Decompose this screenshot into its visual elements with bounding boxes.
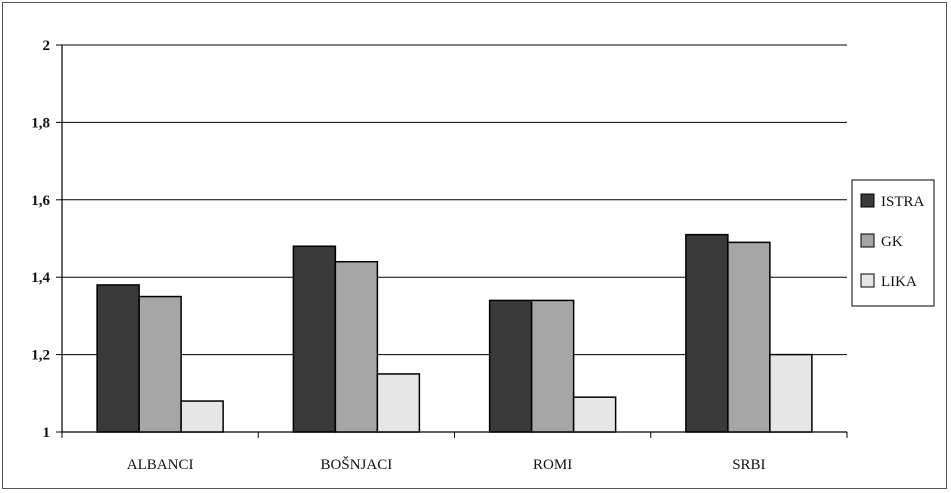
y-tick-label: 1,2	[31, 348, 50, 364]
legend-label-istra: ISTRA	[881, 194, 925, 210]
bar-lika-0	[180, 400, 224, 433]
legend-swatch-istra	[860, 193, 875, 208]
y-tick-label: 1,6	[31, 193, 50, 209]
bar-gk-2	[530, 299, 575, 433]
bar-gk-1	[334, 260, 379, 433]
bar-lika-3	[769, 353, 813, 433]
legend-label-lika: LIKA	[881, 274, 917, 290]
bar-istra-3	[685, 233, 729, 433]
x-tick-label: BOŠNJACI	[321, 456, 393, 473]
y-tick-label: 1,4	[31, 270, 50, 286]
y-tick-label: 1	[43, 425, 51, 441]
bar-gk-3	[727, 241, 771, 433]
bar-lika-1	[376, 373, 421, 433]
bar-lika-2	[572, 396, 617, 433]
y-tick-label: 1,8	[31, 115, 50, 131]
legend-swatch-lika	[860, 273, 875, 288]
x-tick-label: ROMI	[533, 457, 572, 473]
bar-gk-0	[138, 295, 182, 433]
legend-swatch-gk	[860, 233, 875, 248]
x-tick-label: ALBANCI	[127, 457, 194, 473]
y-tick-label: 2	[43, 38, 51, 54]
bar-istra-0	[96, 284, 140, 433]
x-tick-label: SRBI	[732, 457, 765, 473]
bar-istra-2	[488, 299, 533, 433]
legend-label-gk: GK	[881, 234, 903, 250]
bar-istra-1	[292, 245, 337, 433]
